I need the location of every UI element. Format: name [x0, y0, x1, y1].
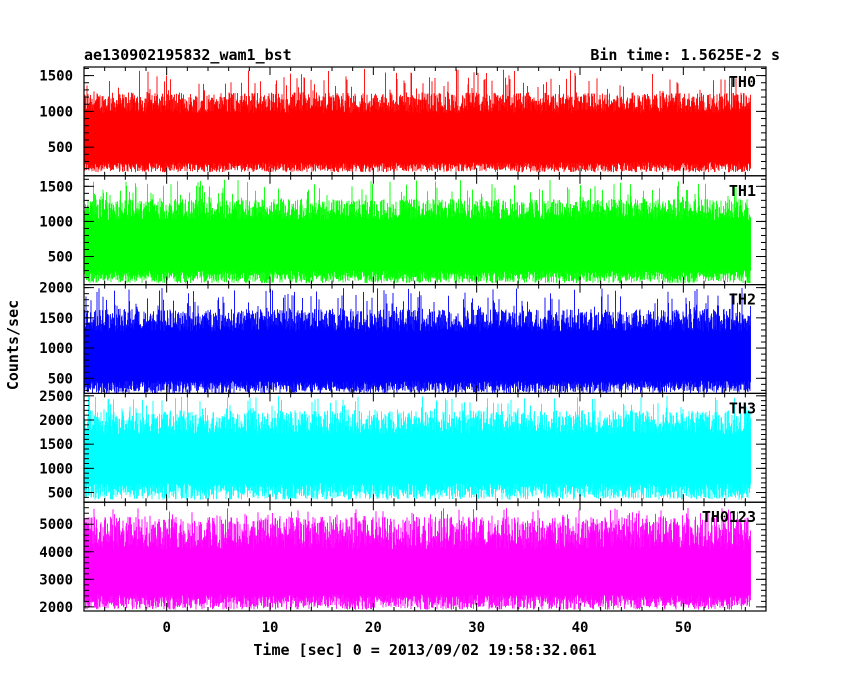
y-axis-label: Counts/sec — [4, 300, 22, 390]
panel-th0123: 2000 3000 4000 5000 TH0123 — [39, 501, 767, 616]
series-th0123 — [83, 508, 751, 610]
x-tick-label: 0 — [162, 620, 170, 636]
panel-th1: 500 1000 1500 TH1 — [39, 175, 767, 286]
y-tick-label: 500 — [48, 250, 73, 266]
x-tick-label: 10 — [262, 620, 279, 636]
y-tick-label: 1500 — [39, 179, 73, 195]
x-axis: 0 10 20 30 40 50 — [162, 620, 691, 636]
y-tick-label: 1000 — [39, 461, 73, 477]
y-tick-label: 1000 — [39, 341, 73, 357]
panel-th2: 500 1000 1500 2000 TH2 — [39, 281, 767, 395]
y-tick-label: 1000 — [39, 214, 73, 230]
y-tick-label: 4000 — [39, 545, 73, 561]
signal-core — [84, 437, 751, 481]
y-tick-label: 500 — [48, 371, 73, 387]
chart-title: ae130902195832_wam1_bst — [84, 46, 292, 64]
y-tick-label: 500 — [48, 140, 73, 156]
panel-label: TH0123 — [702, 508, 756, 526]
panel-th0: 500 1000 1500 TH0 — [39, 66, 767, 177]
panel-label: TH0 — [729, 73, 756, 91]
y-tick-label: 5000 — [39, 517, 73, 533]
y-tick-label: 1500 — [39, 437, 73, 453]
signal-core — [84, 222, 751, 270]
x-axis-label: Time [sec] 0 = 2013/09/02 19:58:32.061 — [253, 641, 596, 659]
x-tick-label: 30 — [468, 620, 485, 636]
series-th1 — [83, 179, 751, 284]
signal-core — [84, 115, 751, 161]
panel-th3: 500 1000 1500 2000 2500 TH3 — [39, 389, 767, 503]
y-tick-label: 1500 — [39, 311, 73, 327]
signal-core — [84, 334, 751, 379]
panel-label: TH3 — [729, 399, 756, 417]
y-tick-label: 1500 — [39, 69, 73, 85]
x-tick-label: 50 — [675, 620, 692, 636]
x-tick-label: 40 — [572, 620, 589, 636]
panel-label: TH1 — [729, 182, 756, 200]
y-tick-label: 1000 — [39, 104, 73, 120]
panels-group: 500 1000 1500 TH0 500 1000 1500 TH1 500 1000 1500 2… — [39, 66, 767, 616]
series-th0 — [83, 68, 751, 173]
series-th2 — [83, 287, 751, 394]
series-th3 — [83, 396, 751, 500]
panel-label: TH2 — [729, 291, 756, 309]
y-tick-label: 2500 — [39, 389, 73, 405]
panel-frame — [83, 501, 767, 612]
y-tick-label: 2000 — [39, 600, 73, 616]
y-tick-label: 3000 — [39, 572, 73, 588]
y-tick-label: 2000 — [39, 413, 73, 429]
y-tick-label: 2000 — [39, 281, 73, 297]
signal-core — [84, 553, 751, 583]
bin-time-label: Bin time: 1.5625E-2 s — [590, 46, 780, 64]
y-tick-label: 500 — [48, 486, 73, 502]
x-tick-label: 20 — [365, 620, 382, 636]
